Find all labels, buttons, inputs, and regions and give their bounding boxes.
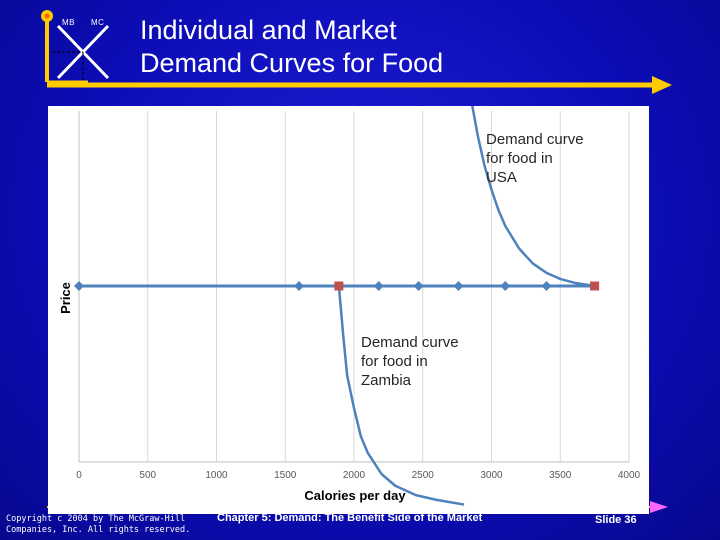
tick-labels: 0 500 1000 1500 2000 2500 3000 3500 4000 — [76, 470, 640, 481]
x-tick-label-500: 500 — [139, 470, 156, 481]
slide-title: Individual and Market Demand Curves for … — [140, 14, 443, 80]
x-tick-label-1000: 1000 — [205, 470, 228, 481]
usa-annotation: Demand curve for food in USA — [486, 131, 588, 186]
x-tick-label-2000: 2000 — [343, 470, 366, 481]
x-tick-label-2500: 2500 — [412, 470, 435, 481]
price-point-2180 — [373, 281, 384, 291]
x-tick-label-3000: 3000 — [480, 470, 503, 481]
logo-mc-label: MC — [91, 18, 105, 27]
price-point-3100 — [500, 281, 511, 291]
price-point-3400 — [541, 281, 552, 291]
chapter-label: Chapter 5: Demand: The Benefit Side of t… — [217, 512, 483, 524]
slide-title-line-1: Individual and Market — [140, 15, 397, 45]
markers — [74, 281, 600, 291]
highlight-marker-1890 — [334, 281, 344, 291]
logo-graphic-icon — [41, 10, 110, 84]
usa-annotation-line-2: for food in — [486, 150, 553, 167]
usa-demand-curve — [471, 106, 595, 288]
chart-panel: 0 500 1000 1500 2000 2500 3000 3500 4000 Calorie… — [48, 106, 649, 514]
slide-number: Slide 36 — [595, 514, 637, 526]
zambia-annotation-line-1: Demand curve — [361, 334, 459, 351]
y-axis-title: Price — [58, 282, 73, 314]
zambia-annotation-line-3: Zambia — [361, 372, 412, 389]
zambia-annotation-line-2: for food in — [361, 353, 428, 370]
demand-chart: 0 500 1000 1500 2000 2500 3000 3500 4000 Calorie… — [58, 106, 641, 506]
slide-title-line-2: Demand Curves for Food — [140, 48, 444, 78]
x-tick-label-0: 0 — [76, 470, 82, 481]
x-tick-label-3500: 3500 — [549, 470, 572, 481]
zambia-demand-curve — [335, 282, 465, 506]
price-point-1600 — [294, 281, 304, 291]
x-tick-label-1500: 1500 — [274, 470, 297, 481]
highlight-marker-3750 — [590, 281, 600, 291]
usa-annotation-line-3: USA — [486, 169, 517, 186]
mb-mc-logo: MB MC — [38, 6, 118, 98]
logo-mb-label: MB — [62, 18, 75, 27]
price-point-2470 — [413, 281, 424, 291]
price-point-0 — [74, 281, 84, 291]
x-tick-label-4000: 4000 — [618, 470, 641, 481]
copyright-notice: Copyright c 2004 by The McGraw-Hill Comp… — [6, 514, 191, 535]
x-axis-title: Calories per day — [304, 488, 406, 503]
price-point-2760 — [453, 281, 464, 291]
usa-annotation-line-1: Demand curve — [486, 131, 584, 148]
zambia-annotation: Demand curve for food in Zambia — [361, 334, 463, 389]
